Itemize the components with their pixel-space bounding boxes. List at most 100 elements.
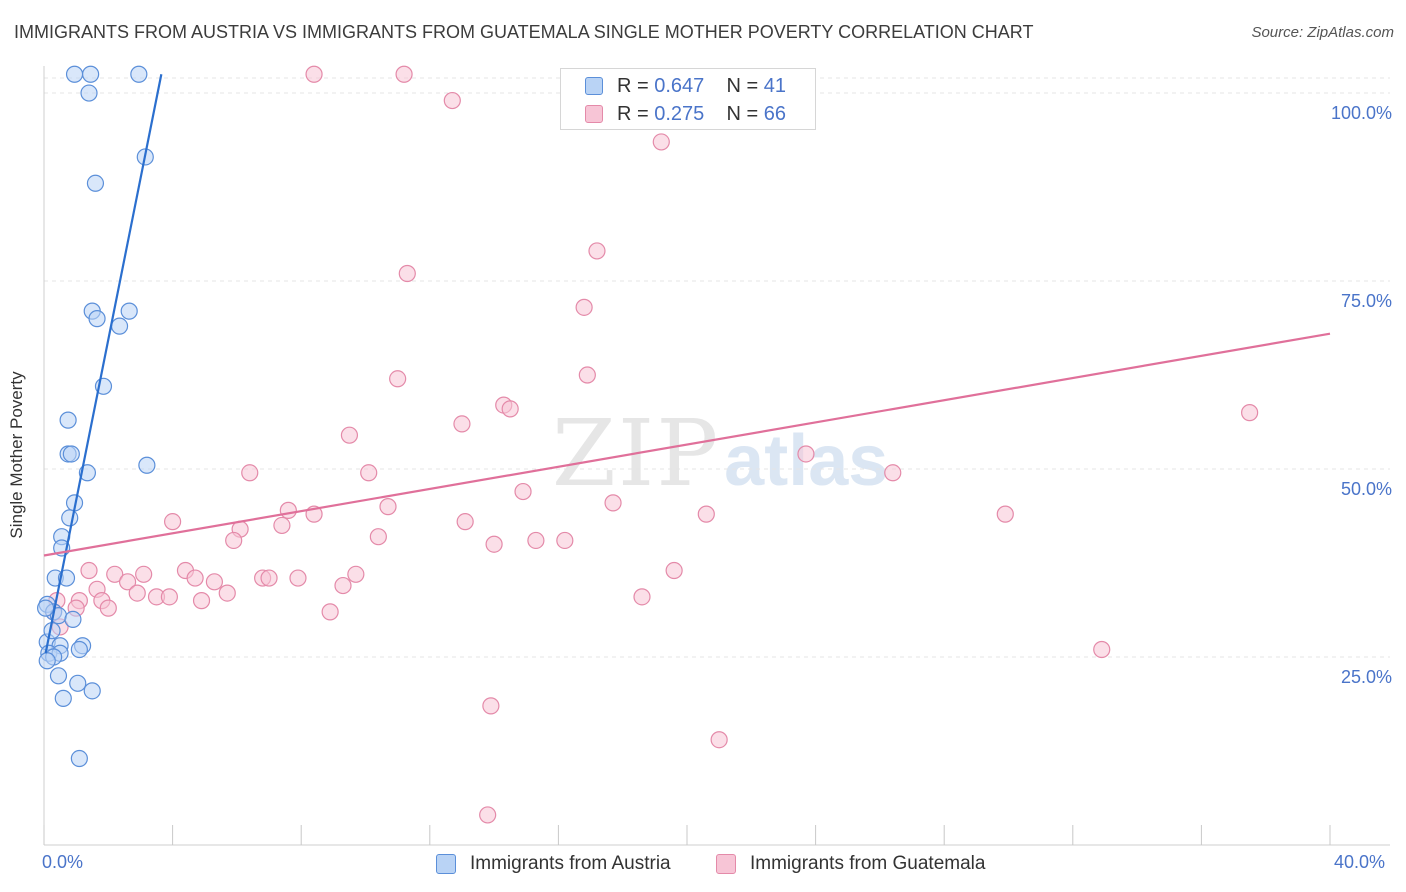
y-tick-label-2: 75.0% xyxy=(1340,291,1392,312)
guatemala-point-62 xyxy=(1093,640,1111,659)
trend-layer xyxy=(43,74,1331,654)
y-axis-label: Single Mother Poverty xyxy=(7,371,26,539)
x-tick-label-max: 40.0% xyxy=(1334,852,1386,872)
guatemala-point-10 xyxy=(501,400,519,418)
guatemala-point-33 xyxy=(556,531,574,550)
guatemala-point-19 xyxy=(604,494,622,512)
austria-point-39 xyxy=(37,599,55,617)
austria-point-5 xyxy=(86,174,105,192)
austria-point-34 xyxy=(49,667,68,685)
guatemala-point-0 xyxy=(305,65,323,83)
austria-point-33 xyxy=(38,652,56,670)
chart-title: IMMIGRANTS FROM AUSTRIA VS IMMIGRANTS FR… xyxy=(14,22,1034,42)
guatemala-point-42 xyxy=(347,565,365,583)
guatemala-point-35 xyxy=(106,565,124,583)
guatemala-point-27 xyxy=(273,516,291,535)
guatemala-point-58 xyxy=(99,599,117,617)
guatemala-r-value: 0.275 xyxy=(654,102,705,125)
source-label: Source: ZipAtlas.com xyxy=(1251,24,1394,41)
guatemala-point-55 xyxy=(192,592,211,610)
austria-point-25 xyxy=(64,610,82,629)
y-tick-label-3: 100.0% xyxy=(1330,103,1392,124)
x-tick-label-min: 0.0% xyxy=(42,852,84,872)
guatemala-point-29 xyxy=(225,531,243,550)
austria-point-9 xyxy=(120,302,138,320)
guatemala-n-label: N = xyxy=(726,102,764,125)
austria-point-0 xyxy=(65,65,84,83)
austria-r-label: R = xyxy=(617,74,655,97)
guatemala-point-64 xyxy=(710,731,728,749)
austria-r-value: 0.647 xyxy=(654,74,705,97)
guatemala-point-41 xyxy=(289,569,307,587)
guatemala-point-16 xyxy=(241,464,259,482)
austria-point-31 xyxy=(70,640,88,659)
austria-n-value: 41 xyxy=(763,74,787,97)
guatemala-point-8 xyxy=(578,366,596,384)
austria-point-3 xyxy=(80,84,98,102)
guatemala-point-40 xyxy=(260,569,278,587)
guatemala-point-50 xyxy=(160,588,178,606)
guatemala-point-4 xyxy=(588,242,606,260)
guatemala-swatch xyxy=(585,105,603,123)
guatemala-point-18 xyxy=(884,464,902,482)
bottom-legend-guatemala-label: Immigrants from Guatemala xyxy=(750,853,986,874)
austria-point-7 xyxy=(88,310,106,328)
bottom-legend-guatemala-swatch xyxy=(716,854,736,874)
guatemala-point-15 xyxy=(360,464,378,482)
guatemala-r-label: R = xyxy=(617,102,655,125)
austria-point-38 xyxy=(70,749,88,768)
guatemala-point-52 xyxy=(633,588,651,606)
axis-layer xyxy=(43,66,1390,846)
guatemala-point-44 xyxy=(118,573,137,591)
guatemala-point-13 xyxy=(797,445,815,463)
guatemala-point-43 xyxy=(665,561,683,580)
guatemala-point-34 xyxy=(80,561,98,580)
guatemala-point-25 xyxy=(996,505,1014,523)
austria-point-17 xyxy=(61,509,79,527)
guatemala-point-63 xyxy=(482,697,500,715)
bottom-legend-austria-swatch xyxy=(436,854,456,874)
guatemala-point-26 xyxy=(164,513,182,531)
guatemala-point-21 xyxy=(279,501,297,519)
guatemala-point-7 xyxy=(389,370,407,388)
guatemala-n-value: 66 xyxy=(763,102,787,125)
guatemala-point-17 xyxy=(514,482,532,501)
guatemala-point-46 xyxy=(334,576,352,595)
guatemala-trend-line xyxy=(43,332,1331,557)
y-tick-label-1: 50.0% xyxy=(1340,479,1392,500)
bottom-legend-guatemala[interactable]: Immigrants from Guatemala xyxy=(716,852,985,876)
austria-point-8 xyxy=(110,317,129,335)
guatemala-point-3 xyxy=(652,133,670,151)
guatemala-point-31 xyxy=(485,535,503,553)
guatemala-point-5 xyxy=(398,264,416,283)
austria-point-11 xyxy=(59,411,77,429)
guatemala-point-14 xyxy=(1241,404,1259,422)
guatemala-points xyxy=(45,65,1259,824)
guatemala-point-11 xyxy=(340,426,359,444)
guatemala-point-24 xyxy=(697,505,715,523)
guatemala-point-45 xyxy=(205,573,223,591)
guatemala-point-48 xyxy=(128,584,146,602)
austria-n-label: N = xyxy=(726,74,764,97)
austria-point-13 xyxy=(62,445,80,463)
guatemala-point-32 xyxy=(527,531,545,550)
guatemala-point-2 xyxy=(443,91,461,110)
guatemala-point-30 xyxy=(369,528,387,546)
guatemala-point-6 xyxy=(575,298,593,316)
guatemala-point-38 xyxy=(186,569,204,587)
austria-point-1 xyxy=(82,65,100,83)
austria-point-37 xyxy=(54,689,72,707)
guatemala-point-12 xyxy=(453,415,471,433)
austria-point-36 xyxy=(83,682,101,700)
guatemala-point-23 xyxy=(456,513,474,531)
austria-point-14 xyxy=(138,456,156,474)
bottom-legend-austria[interactable]: Immigrants from Austria xyxy=(436,852,671,876)
austria-points xyxy=(37,65,156,768)
austria-trend-line xyxy=(44,74,163,654)
bottom-legend-austria-label: Immigrants from Austria xyxy=(470,853,671,874)
guatemala-point-20 xyxy=(379,498,397,516)
y-tick-label-0: 25.0% xyxy=(1340,667,1392,687)
austria-point-35 xyxy=(69,674,87,692)
guatemala-point-51 xyxy=(218,584,236,602)
